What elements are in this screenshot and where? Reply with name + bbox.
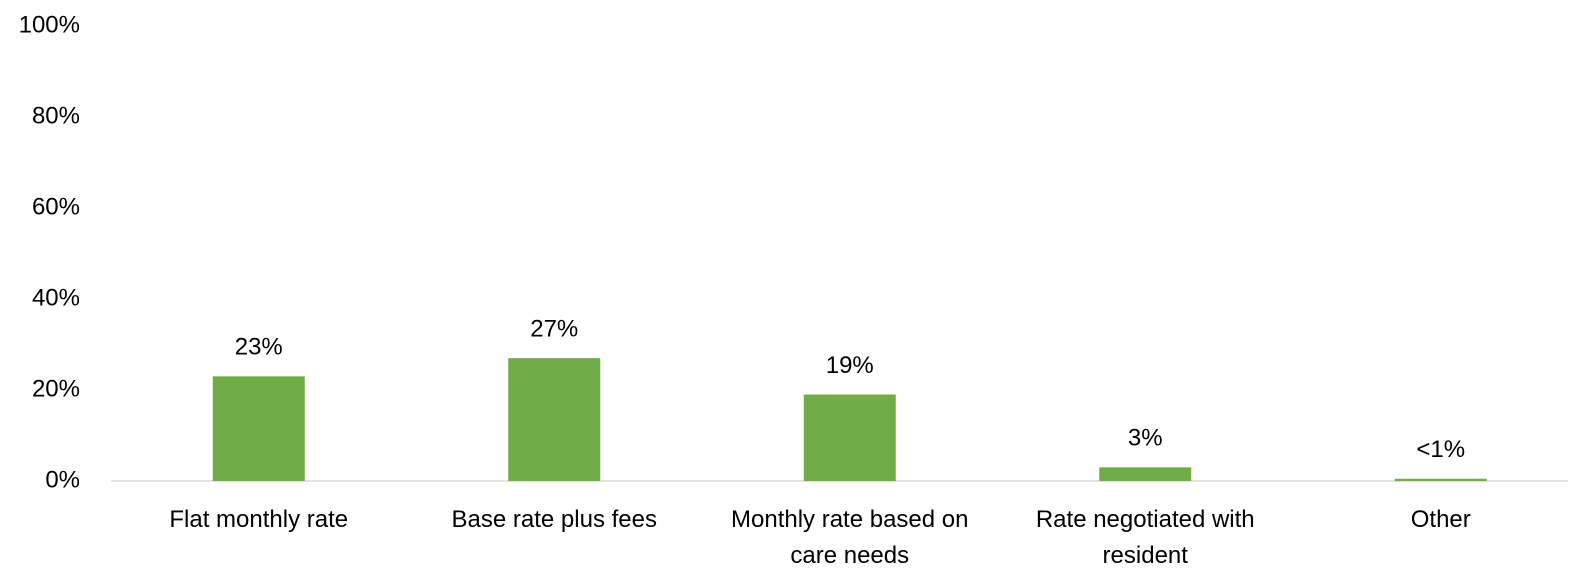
x-tick-label: Base rate plus fees bbox=[451, 506, 657, 533]
y-tick-label: 100% bbox=[19, 11, 80, 38]
data-label: <1% bbox=[1416, 436, 1465, 463]
x-tick-label: Monthly rate based on care needs bbox=[731, 506, 969, 569]
bar bbox=[508, 358, 601, 481]
data-label: 19% bbox=[826, 352, 874, 379]
y-tick-label: 60% bbox=[32, 193, 80, 220]
bar bbox=[1394, 478, 1487, 481]
data-label: 27% bbox=[530, 315, 578, 342]
x-tick-label: Flat monthly rate bbox=[169, 506, 349, 533]
x-tick-label: Other bbox=[1410, 506, 1471, 533]
y-tick-label: 40% bbox=[32, 284, 80, 311]
bar bbox=[212, 376, 305, 481]
x-tick-label: Rate negotiated with resident bbox=[1035, 506, 1255, 569]
data-label: 23% bbox=[235, 334, 283, 361]
y-tick-label: 20% bbox=[32, 375, 80, 402]
bar bbox=[803, 394, 896, 481]
y-tick-label: 0% bbox=[45, 466, 80, 493]
bar bbox=[1099, 467, 1192, 481]
y-tick-label: 80% bbox=[32, 102, 80, 129]
data-label: 3% bbox=[1128, 425, 1163, 452]
